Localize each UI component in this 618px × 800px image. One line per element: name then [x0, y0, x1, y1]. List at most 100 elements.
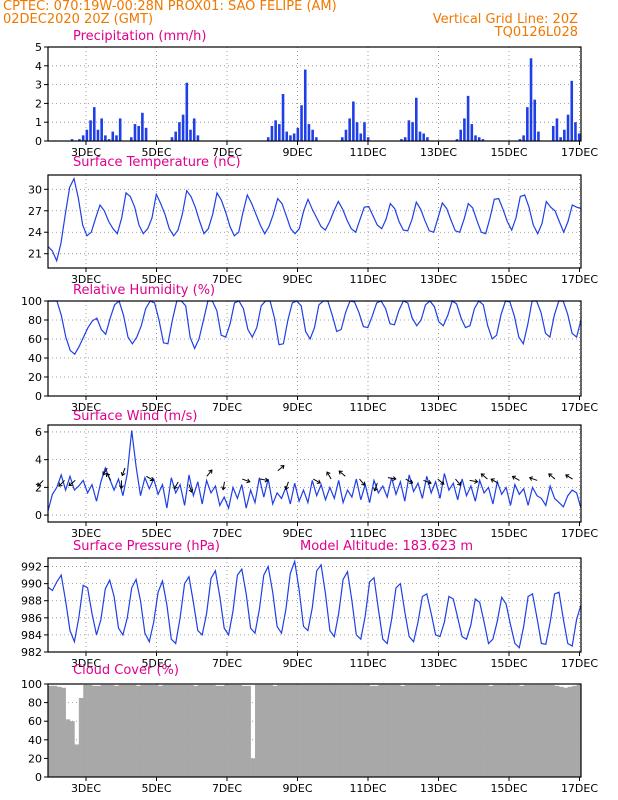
precip-bar — [96, 129, 100, 141]
cloud-bar — [382, 684, 388, 777]
precip-bar — [555, 118, 559, 141]
wind-arrow — [285, 481, 289, 490]
wind-arrow-head — [511, 475, 517, 480]
wind-arrow — [206, 469, 213, 477]
temp-ytick-label: 24 — [28, 226, 42, 239]
wind-arrow-head — [188, 488, 194, 493]
wind-arrow-head — [264, 477, 269, 483]
wind-arrow-head — [316, 479, 322, 484]
cloud-xtick-label: 3DEC — [71, 782, 101, 795]
precip-bar — [92, 107, 96, 141]
precip-bar — [348, 118, 351, 141]
temp-xtick-label: 3DEC — [71, 273, 101, 286]
precip-bar — [285, 131, 289, 141]
precip-ytick-label: 2 — [35, 97, 42, 110]
cloud-bar — [118, 684, 124, 777]
cloud-ytick-label: 100 — [21, 678, 42, 691]
humidity-xtick-label: 13DEC — [420, 401, 457, 414]
cloud-bar — [369, 685, 375, 777]
precip-ytick-label: 3 — [35, 79, 42, 92]
wind-ytick-label: 4 — [35, 454, 42, 467]
cloud-bar — [373, 685, 379, 777]
wind-arrow — [173, 481, 179, 489]
cloud-bar — [572, 685, 577, 777]
precip-bar — [107, 139, 111, 141]
precip-ytick-label: 0 — [35, 135, 42, 148]
wind-arrow — [565, 474, 573, 480]
cloud-ytick-label: 80 — [28, 697, 42, 710]
precip-bar — [522, 135, 525, 141]
precip-bar — [366, 137, 370, 141]
cloud-bar — [462, 684, 467, 777]
cloud-ytick-label: 20 — [28, 752, 42, 765]
cloud-bar — [422, 684, 428, 777]
cloud-bar — [470, 684, 476, 777]
cloud-bar — [87, 684, 93, 777]
wind-arrow — [188, 484, 193, 493]
cloud-bar — [140, 684, 146, 777]
cloud-bar — [492, 684, 498, 777]
cloud-bar — [391, 684, 397, 777]
cloud-bar — [532, 684, 538, 777]
wind-arrow-head — [58, 482, 63, 487]
cloud-bar — [413, 684, 419, 777]
cloud-bar — [255, 684, 260, 777]
precip-bar — [196, 135, 200, 141]
precip-bar — [426, 137, 429, 141]
cloud-bar — [268, 684, 273, 777]
cloud-bar — [510, 684, 516, 777]
cloud-bar — [215, 685, 221, 777]
precip-bar — [274, 120, 277, 141]
precip-bar — [340, 137, 344, 141]
wind-arrow-head — [280, 465, 285, 470]
pressure-xtick-label: 17DEC — [561, 657, 598, 670]
cloud-bar — [65, 719, 71, 777]
humidity-xtick-label: 3DEC — [71, 401, 101, 414]
humidity-ytick-label: 80 — [28, 314, 42, 327]
cloud-bar — [136, 685, 141, 777]
wind-arrow — [277, 465, 285, 472]
cloud-bar — [290, 684, 295, 777]
wind-ytick-label: 2 — [35, 481, 42, 494]
cloud-bar — [105, 684, 110, 777]
cloud-bar — [558, 686, 564, 777]
pressure-line — [47, 559, 582, 649]
wind-xtick-label: 7DEC — [212, 527, 242, 540]
temp-frame — [47, 174, 582, 269]
wind-arrow — [102, 467, 108, 476]
cloud-bar — [404, 684, 410, 777]
cloud-bar — [365, 684, 370, 777]
cloud-bar — [114, 685, 119, 777]
cloud-bar — [153, 684, 159, 777]
wind-arrow — [259, 478, 268, 481]
wind-arrow-head — [373, 487, 378, 492]
precip-bar — [400, 139, 403, 141]
precip-bar — [403, 137, 407, 141]
precip-bar — [344, 129, 348, 141]
cloud-bar — [171, 684, 177, 777]
cloud-bar — [285, 684, 291, 777]
cloud-bar — [514, 684, 520, 777]
pressure-xtick-label: 5DEC — [141, 657, 171, 670]
precip-bar — [178, 122, 181, 141]
precip-bar — [70, 139, 74, 141]
precip-bar — [111, 131, 115, 141]
cloud-ytick-label: 0 — [35, 771, 42, 784]
precip-bar — [104, 135, 107, 141]
cloud-bar — [400, 685, 406, 777]
humidity-ytick-label: 60 — [28, 333, 42, 346]
cloud-bar — [83, 684, 88, 777]
precip-bar — [359, 133, 363, 141]
cloud-bar — [321, 684, 326, 777]
cloud-bar — [475, 684, 480, 777]
precip-bar — [129, 137, 133, 141]
precip-bar — [100, 118, 103, 141]
cloud-bar — [250, 758, 256, 777]
wind-arrow — [405, 478, 413, 484]
precip-bar — [181, 114, 185, 141]
temp-ytick-label: 21 — [28, 248, 42, 261]
cloud-bar — [356, 684, 362, 777]
cloud-bar — [202, 684, 207, 777]
wind-frame — [47, 424, 582, 523]
